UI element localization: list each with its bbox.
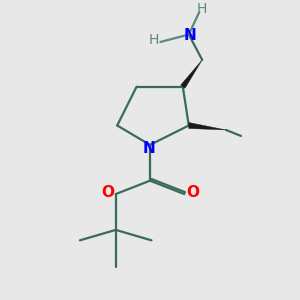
Polygon shape [189,122,226,130]
Polygon shape [181,60,202,88]
Text: N: N [142,141,155,156]
Text: O: O [186,185,199,200]
Text: N: N [184,28,197,44]
Text: O: O [101,185,114,200]
Text: H: H [149,34,159,47]
Text: H: H [197,2,207,16]
